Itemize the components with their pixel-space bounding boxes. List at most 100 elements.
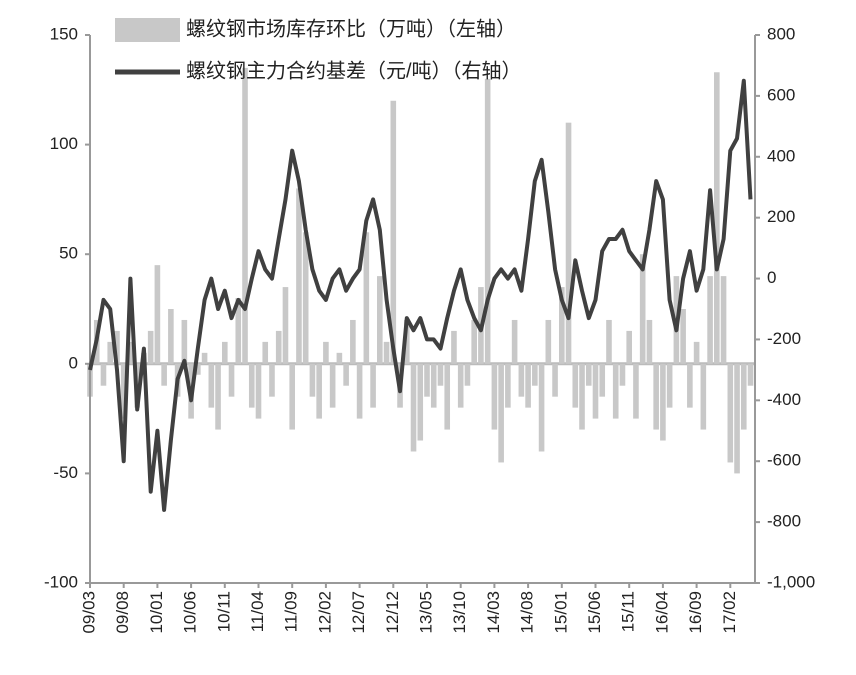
bar	[255, 363, 262, 419]
y-tick-label: 0	[69, 353, 78, 372]
x-tick-label: 15/06	[585, 591, 604, 634]
bar	[552, 363, 558, 397]
bars-layer	[87, 67, 755, 474]
bar	[127, 341, 134, 364]
bar	[707, 276, 713, 364]
bar	[296, 188, 302, 364]
bar	[316, 363, 322, 419]
legend: 螺纹钢市场库存环比（万吨）（左轴） 螺纹钢主力合约基差（元/吨）（右轴）	[115, 17, 522, 82]
bar	[633, 363, 639, 419]
x-tick-label: 11/09	[282, 591, 301, 632]
y-tick-label: -50	[53, 463, 78, 482]
bar	[275, 330, 282, 364]
y2-tick-label: -400	[767, 390, 801, 409]
bar	[410, 363, 417, 452]
x-tick-label: 12/02	[315, 591, 334, 634]
bar	[491, 363, 498, 430]
bar	[464, 363, 471, 386]
bar	[403, 319, 410, 364]
bar	[457, 363, 464, 408]
bar	[161, 363, 167, 386]
bar	[383, 341, 390, 364]
bar	[201, 352, 208, 364]
y2-tick-label: 0	[767, 268, 776, 287]
bar	[437, 363, 444, 386]
bar	[714, 72, 720, 364]
bar	[120, 363, 127, 419]
bar	[451, 330, 457, 364]
y2-tick-label: -1,000	[767, 572, 815, 591]
bar	[606, 319, 612, 364]
x-tick-label: 12/12	[383, 591, 402, 634]
x-tick-label: 09/03	[79, 591, 98, 634]
bar	[147, 330, 154, 364]
bar	[323, 341, 329, 364]
bar	[505, 363, 511, 408]
bar	[727, 363, 734, 463]
bar	[262, 341, 269, 364]
legend-swatch	[115, 18, 180, 42]
bar	[687, 363, 693, 408]
bar	[484, 78, 491, 364]
bar	[289, 363, 295, 430]
x-tick-label: 15/11	[619, 591, 638, 632]
bar	[363, 232, 370, 364]
bar	[734, 363, 740, 474]
x-tick-label: 11/04	[248, 591, 267, 632]
bar	[639, 254, 646, 364]
bar	[740, 363, 747, 430]
axes-layer: -100 -50 0 50 100 150 -1,000 -800 -600 -400 -200 0 2…	[44, 24, 815, 633]
y2-tick-label: -600	[767, 451, 801, 470]
bar	[444, 363, 451, 430]
y2-tick-label: 200	[767, 207, 795, 226]
bar	[592, 363, 599, 419]
bar	[377, 276, 383, 364]
bar	[302, 232, 309, 364]
x-tick-label: 10/11	[214, 591, 233, 632]
bar	[248, 363, 255, 408]
y2-tick-label: -200	[767, 329, 801, 348]
bar	[107, 341, 114, 364]
bar	[532, 363, 538, 386]
bar	[720, 276, 727, 364]
bar	[100, 363, 107, 386]
bar	[626, 330, 632, 364]
bar	[565, 122, 572, 364]
bar	[511, 319, 518, 364]
bar	[114, 330, 120, 364]
bar	[343, 363, 349, 386]
bar	[222, 341, 228, 364]
bar	[471, 319, 477, 364]
x-tick-label: 14/08	[518, 591, 537, 634]
bar	[235, 298, 242, 364]
bar	[168, 309, 174, 364]
bar	[653, 363, 659, 430]
y2-tick-label: -800	[767, 512, 801, 531]
x-tick-label: 14/03	[484, 591, 503, 634]
bar	[619, 363, 626, 386]
bar	[424, 363, 430, 397]
bar	[195, 363, 201, 375]
bar	[612, 363, 619, 419]
bar	[538, 363, 545, 452]
bar	[336, 352, 343, 364]
bar	[693, 341, 700, 364]
bar	[417, 363, 424, 441]
bar	[350, 319, 356, 364]
y2-tick-label: 400	[767, 146, 795, 165]
bar	[242, 67, 248, 364]
bar	[525, 363, 531, 408]
x-tick-label: 16/04	[652, 591, 671, 634]
bar	[545, 319, 552, 364]
bar	[666, 363, 673, 408]
y2-tick-label: 600	[767, 85, 795, 104]
line-series	[88, 78, 753, 512]
bar	[572, 363, 579, 408]
bar	[370, 363, 376, 408]
bar	[154, 265, 161, 364]
x-tick-label: 10/06	[181, 591, 200, 634]
y-tick-label: 150	[50, 24, 78, 43]
bar	[181, 319, 188, 364]
y-tick-label: -100	[44, 572, 78, 591]
